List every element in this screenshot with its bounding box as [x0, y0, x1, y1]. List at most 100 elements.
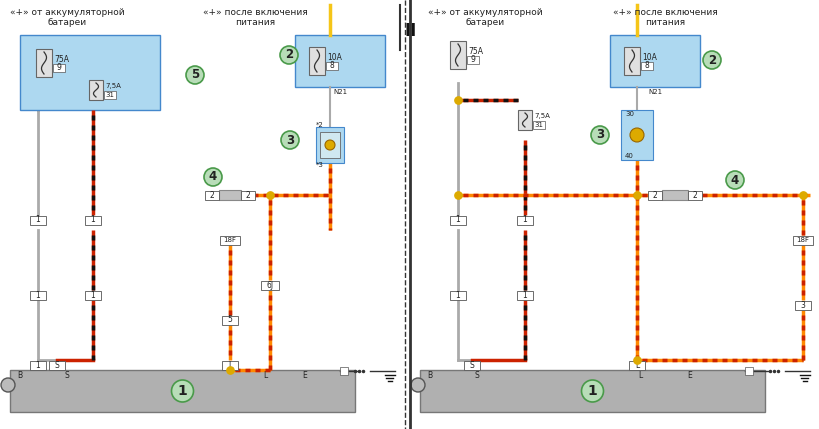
Text: 5: 5: [228, 315, 232, 324]
Circle shape: [324, 140, 335, 150]
Bar: [49, 360, 65, 369]
Circle shape: [581, 380, 603, 402]
Text: «+» после включения
питания: «+» после включения питания: [612, 8, 717, 27]
Bar: [792, 236, 812, 245]
Bar: [10, 370, 355, 412]
Bar: [319, 132, 340, 158]
Bar: [20, 35, 160, 110]
Bar: [340, 367, 347, 375]
Bar: [609, 35, 699, 87]
Text: 2: 2: [652, 190, 657, 199]
Bar: [661, 190, 687, 200]
Text: 3: 3: [286, 133, 294, 146]
Text: *3: *3: [315, 162, 324, 168]
Bar: [85, 290, 101, 299]
Bar: [309, 47, 324, 75]
Text: 2: 2: [284, 48, 292, 61]
Bar: [326, 62, 337, 70]
Text: 31: 31: [534, 122, 543, 128]
Circle shape: [590, 126, 609, 144]
Circle shape: [186, 66, 204, 84]
Text: I: I: [405, 22, 410, 40]
Bar: [647, 190, 661, 199]
Bar: [450, 215, 465, 224]
Bar: [30, 290, 46, 299]
Text: 2: 2: [246, 190, 250, 199]
Text: S: S: [55, 360, 59, 369]
Text: B: B: [17, 371, 23, 380]
Circle shape: [410, 378, 424, 392]
Bar: [222, 360, 238, 369]
Bar: [467, 56, 478, 64]
Bar: [85, 215, 101, 224]
Text: 75A: 75A: [468, 46, 482, 55]
Text: L: L: [634, 360, 638, 369]
Circle shape: [629, 128, 643, 142]
Text: 5: 5: [191, 69, 199, 82]
Text: L: L: [263, 371, 267, 380]
Bar: [687, 190, 701, 199]
Text: «+» после включения
питания: «+» после включения питания: [202, 8, 307, 27]
Bar: [516, 215, 532, 224]
Circle shape: [279, 46, 297, 64]
Text: N21: N21: [647, 89, 661, 95]
Text: 1: 1: [587, 384, 597, 398]
Bar: [295, 35, 385, 87]
Bar: [219, 190, 241, 200]
Text: B: B: [427, 371, 432, 380]
Bar: [518, 110, 532, 130]
Text: «+» от аккумуляторной
батареи: «+» от аккумуляторной батареи: [10, 8, 124, 27]
Bar: [464, 360, 479, 369]
Text: 2: 2: [692, 190, 696, 199]
Circle shape: [281, 131, 299, 149]
Text: 30: 30: [624, 111, 633, 117]
Text: 1: 1: [35, 360, 40, 369]
Bar: [620, 110, 652, 160]
Text: 1: 1: [455, 290, 459, 299]
Text: 7,5A: 7,5A: [533, 113, 550, 119]
Bar: [450, 41, 465, 69]
Text: 1: 1: [91, 290, 95, 299]
Text: 1: 1: [35, 215, 40, 224]
Text: 18F: 18F: [224, 237, 236, 243]
Bar: [532, 121, 545, 129]
Text: 75A: 75A: [54, 54, 69, 63]
Text: L: L: [637, 371, 641, 380]
Text: 3: 3: [595, 129, 604, 142]
Text: S: S: [474, 371, 479, 380]
Bar: [516, 290, 532, 299]
Text: 31: 31: [106, 92, 115, 98]
Text: 8: 8: [644, 61, 649, 70]
Bar: [794, 300, 810, 309]
Text: 9: 9: [470, 55, 475, 64]
Text: 1: 1: [522, 215, 527, 224]
Text: 9: 9: [57, 63, 61, 73]
Bar: [241, 190, 255, 199]
Text: 4: 4: [209, 170, 217, 184]
Text: 40: 40: [624, 153, 633, 159]
Bar: [30, 360, 46, 369]
Bar: [623, 47, 639, 75]
Bar: [744, 367, 752, 375]
Circle shape: [725, 171, 743, 189]
Text: 10A: 10A: [327, 52, 342, 61]
Text: 8: 8: [329, 61, 334, 70]
Bar: [640, 62, 652, 70]
Bar: [205, 190, 219, 199]
Text: 1: 1: [522, 290, 527, 299]
Bar: [30, 215, 46, 224]
Circle shape: [204, 168, 222, 186]
Text: 7,5A: 7,5A: [105, 83, 120, 89]
Text: E: E: [687, 371, 691, 380]
Text: II: II: [405, 22, 417, 40]
Text: 2: 2: [707, 54, 715, 66]
Text: S: S: [65, 371, 70, 380]
Circle shape: [171, 380, 193, 402]
Text: 18F: 18F: [795, 237, 808, 243]
Text: 2: 2: [210, 190, 214, 199]
Bar: [628, 360, 645, 369]
Text: 1: 1: [455, 215, 459, 224]
Bar: [260, 281, 278, 290]
Text: 1: 1: [178, 384, 188, 398]
Bar: [419, 370, 764, 412]
